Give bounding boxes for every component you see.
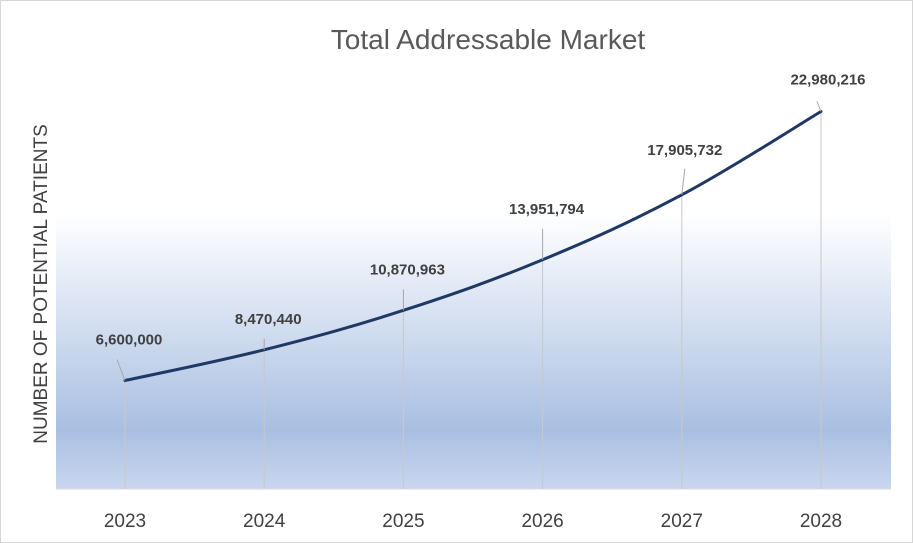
x-tick-2028: 2028	[800, 511, 842, 532]
x-tick-2027: 2027	[661, 511, 703, 532]
data-label-2023: 6,600,000	[96, 332, 163, 349]
data-label-2026: 13,951,794	[509, 201, 585, 218]
leader-line-2023	[116, 359, 126, 381]
data-label-2028: 22,980,216	[790, 72, 865, 89]
y-axis-title: NUMBER OF POTENTIAL PATIENTS	[31, 124, 52, 444]
x-tick-2025: 2025	[382, 511, 424, 532]
drop-lines	[124, 111, 822, 489]
leader-line-2027	[681, 168, 686, 195]
chart-title: Total Addressable Market	[331, 24, 646, 55]
data-label-2027: 17,905,732	[647, 142, 722, 159]
leader-lines	[116, 101, 822, 381]
x-tick-2023: 2023	[104, 511, 146, 532]
data-label-2025: 10,870,963	[370, 261, 445, 278]
x-tick-2024: 2024	[243, 511, 286, 532]
x-tick-2026: 2026	[521, 511, 563, 532]
data-label-2024: 8,470,440	[235, 311, 302, 328]
plot-area	[56, 96, 891, 489]
series-line	[123, 110, 823, 382]
data-labels: 6,600,000 8,470,440 10,870,963 13,951,794 17…	[96, 72, 866, 349]
x-axis-ticks: 2023 2024 2025 2026 2027 2028	[104, 511, 842, 532]
leader-line-2028	[816, 101, 822, 112]
series-path	[123, 110, 823, 382]
